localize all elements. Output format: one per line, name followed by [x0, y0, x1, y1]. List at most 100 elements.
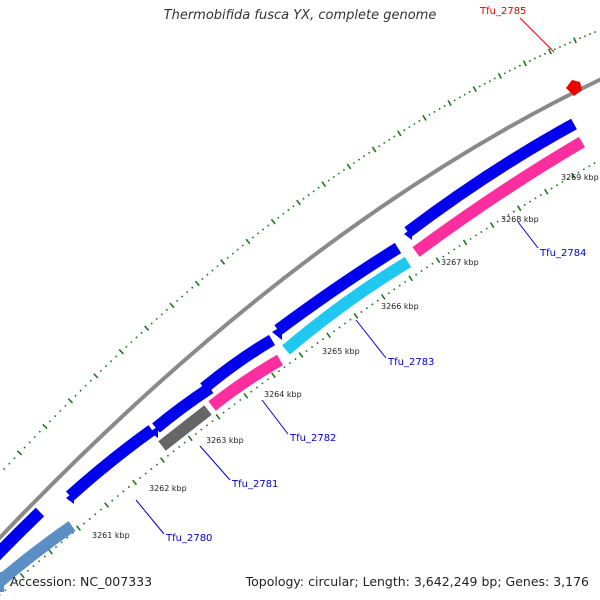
minor-tick	[550, 187, 553, 190]
minor-tick	[233, 403, 236, 406]
gene-feature[interactable]	[404, 118, 577, 237]
minor-tick	[582, 168, 585, 171]
minor-tick	[453, 248, 456, 251]
gene-label-tfu-2783[interactable]: Tfu_2783	[387, 357, 434, 368]
gene-label-tfu-2785[interactable]: Tfu_2785	[479, 6, 526, 17]
major-tick	[517, 205, 522, 212]
minor-tick	[488, 80, 491, 83]
gene-feature-tfu-2784[interactable]	[412, 136, 586, 257]
minor-tick	[266, 378, 270, 381]
major-tick	[380, 293, 386, 300]
minor-tick	[428, 113, 431, 116]
gene-label-tfu-2782[interactable]: Tfu_2782	[289, 433, 336, 444]
minor-tick	[206, 273, 209, 276]
minor-tick	[150, 467, 153, 471]
minor-tick	[483, 82, 486, 85]
minor-tick	[256, 232, 260, 235]
minor-tick	[507, 213, 510, 217]
minor-tick	[84, 384, 87, 387]
minor-tick	[211, 420, 214, 423]
minor-tick	[255, 386, 258, 389]
major-tick	[447, 100, 452, 107]
minor-tick	[66, 536, 69, 539]
minor-tick	[443, 104, 446, 108]
minor-tick	[578, 37, 582, 40]
minor-tick	[558, 45, 562, 49]
minor-tick	[393, 135, 396, 138]
minor-tick	[478, 85, 481, 88]
minor-tick	[64, 404, 67, 407]
minor-tick	[538, 55, 542, 58]
minor-tick	[222, 411, 225, 414]
gene-feature-tfu-2785[interactable]	[566, 80, 582, 96]
minor-tick	[54, 545, 58, 549]
major-tick	[544, 188, 549, 195]
gene-label-tfu-2780[interactable]: Tfu_2780	[165, 533, 212, 544]
major-tick	[547, 48, 552, 55]
scale-labels: 3261 kbp 3262 kbp 3263 kbp 3264 kbp 3265…	[92, 173, 599, 540]
minor-tick	[292, 205, 295, 208]
minor-tick	[533, 57, 537, 60]
major-tick	[570, 172, 576, 179]
minor-tick	[413, 122, 416, 126]
gene-feature-tfu-2782[interactable]	[208, 354, 283, 411]
gene-label-tfu-2781[interactable]: Tfu_2781	[231, 479, 278, 490]
minor-tick	[48, 420, 52, 423]
minor-tick	[458, 96, 461, 99]
minor-tick	[33, 435, 36, 439]
scale-label: 3265 kbp	[322, 347, 360, 356]
minor-tick	[365, 307, 369, 310]
minor-tick	[172, 450, 175, 453]
minor-tick	[181, 295, 184, 298]
minor-tick	[165, 308, 169, 312]
minor-tick	[13, 457, 16, 460]
minor-tick	[418, 119, 421, 123]
gene-feature[interactable]	[200, 334, 276, 393]
minor-tick	[111, 499, 114, 502]
minor-tick	[501, 217, 505, 220]
minor-tick	[403, 129, 406, 132]
minor-tick	[82, 522, 86, 525]
gene-feature[interactable]	[0, 507, 45, 562]
minor-tick	[205, 424, 209, 427]
scale-label: 3262 kbp	[149, 484, 187, 493]
gene-feature-tfu-2783[interactable]	[282, 256, 412, 355]
gene-label-tfu-2784[interactable]: Tfu_2784	[539, 248, 586, 259]
minor-tick	[360, 310, 363, 314]
scale-label: 3263 kbp	[206, 436, 244, 445]
minor-tick	[130, 340, 133, 344]
minor-tick	[211, 269, 214, 272]
minor-tick	[8, 462, 11, 465]
gene-feature-tfu-2780[interactable]	[0, 521, 76, 590]
major-tick	[67, 398, 74, 404]
minor-tick	[568, 41, 572, 44]
gene-feature[interactable]	[274, 242, 402, 335]
outer-tick-row	[0, 31, 597, 475]
gene-feature-tfu-2781[interactable]	[158, 405, 212, 451]
minor-tick	[523, 203, 526, 207]
major-tick	[326, 332, 331, 339]
minor-tick	[23, 446, 26, 449]
minor-tick	[338, 326, 341, 329]
minor-tick	[178, 445, 181, 449]
minor-tick	[593, 162, 596, 165]
minor-tick	[425, 266, 429, 269]
minor-tick	[122, 490, 125, 493]
major-tick	[371, 146, 377, 153]
minor-tick	[438, 107, 441, 110]
topology-text: Topology: circular; Length: 3,642,249 bp…	[245, 574, 589, 589]
major-tick	[159, 457, 165, 463]
minor-tick	[216, 265, 219, 268]
minor-tick	[166, 454, 170, 457]
minor-tick	[539, 193, 542, 197]
minor-tick	[288, 361, 292, 365]
minor-tick	[383, 141, 386, 145]
gene-feature[interactable]	[65, 425, 156, 501]
minor-tick	[371, 303, 374, 306]
minor-tick	[480, 230, 483, 234]
minor-tick	[116, 494, 119, 498]
minor-tick	[431, 262, 434, 265]
minor-tick	[104, 364, 108, 368]
minor-tick	[138, 476, 142, 480]
